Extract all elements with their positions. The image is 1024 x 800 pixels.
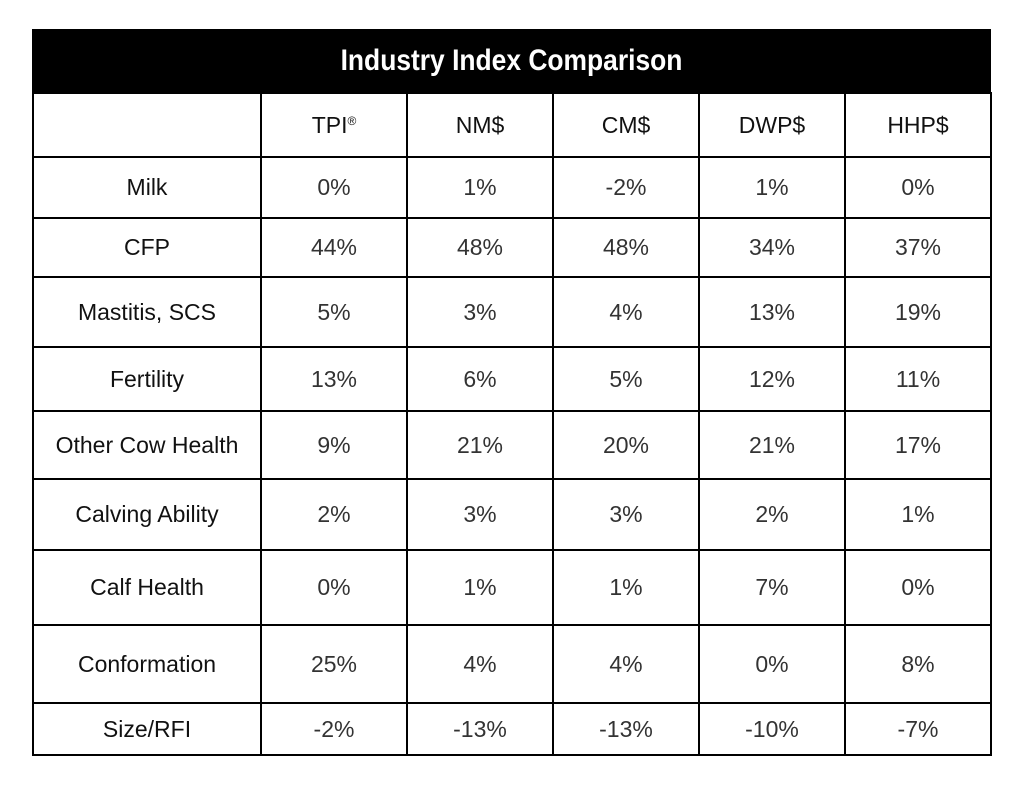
row-label: Calf Health: [32, 549, 262, 626]
table-row: Other Cow Health 9% 21% 20% 21% 17%: [32, 410, 992, 480]
value-cell: 4%: [552, 276, 700, 348]
value-cell: 3%: [406, 276, 554, 348]
comparison-table: TPI® NM$ CM$ DWP$ HHP$ Milk 0% 1% -2% 1% 0% CF…: [32, 92, 992, 756]
value-cell: 3%: [552, 478, 700, 551]
column-header-label: TPI: [311, 111, 348, 138]
value-cell: -13%: [552, 702, 700, 756]
value-cell: 21%: [698, 410, 846, 480]
value-cell: 12%: [698, 346, 846, 412]
value-cell: 5%: [552, 346, 700, 412]
value-cell: 48%: [406, 217, 554, 278]
table-row: Milk 0% 1% -2% 1% 0%: [32, 156, 992, 219]
column-header-label: NM$: [455, 111, 505, 138]
value-cell: 11%: [844, 346, 992, 412]
value-cell: 9%: [260, 410, 408, 480]
value-cell: 7%: [698, 549, 846, 626]
column-header: TPI®: [260, 92, 408, 158]
registered-mark: ®: [347, 113, 357, 128]
value-cell: 48%: [552, 217, 700, 278]
column-header: DWP$: [698, 92, 846, 158]
value-cell: -2%: [260, 702, 408, 756]
row-label: Fertility: [32, 346, 262, 412]
value-cell: 1%: [698, 156, 846, 219]
value-cell: 5%: [260, 276, 408, 348]
column-header-label: DWP$: [738, 111, 806, 138]
table-row: CFP 44% 48% 48% 34% 37%: [32, 217, 992, 278]
value-cell: -7%: [844, 702, 992, 756]
value-cell: 8%: [844, 624, 992, 704]
value-cell: 4%: [552, 624, 700, 704]
value-cell: 4%: [406, 624, 554, 704]
value-cell: 17%: [844, 410, 992, 480]
value-cell: 20%: [552, 410, 700, 480]
value-cell: 13%: [260, 346, 408, 412]
row-label: Mastitis, SCS: [32, 276, 262, 348]
table-title: Industry Index Comparison: [89, 29, 934, 92]
value-cell: 6%: [406, 346, 554, 412]
value-cell: 0%: [844, 156, 992, 219]
value-cell: -13%: [406, 702, 554, 756]
column-header: CM$: [552, 92, 700, 158]
table-row: Fertility 13% 6% 5% 12% 11%: [32, 346, 992, 412]
value-cell: 44%: [260, 217, 408, 278]
value-cell: 21%: [406, 410, 554, 480]
value-cell: 34%: [698, 217, 846, 278]
value-cell: -10%: [698, 702, 846, 756]
value-cell: 1%: [406, 549, 554, 626]
value-cell: 3%: [406, 478, 554, 551]
table-body: Milk 0% 1% -2% 1% 0% CFP 44% 48% 48% 34% 37% Mastiti…: [32, 156, 992, 756]
row-label: Milk: [32, 156, 262, 219]
header-row: TPI® NM$ CM$ DWP$ HHP$: [32, 92, 992, 158]
table-row: Size/RFI -2% -13% -13% -10% -7%: [32, 702, 992, 756]
value-cell: 19%: [844, 276, 992, 348]
comparison-table-container: Industry Index Comparison TPI® NM$ CM$ D…: [32, 29, 992, 756]
table-row: Conformation 25% 4% 4% 0% 8%: [32, 624, 992, 704]
row-label: CFP: [32, 217, 262, 278]
value-cell: 1%: [406, 156, 554, 219]
value-cell: 0%: [698, 624, 846, 704]
value-cell: 0%: [844, 549, 992, 626]
table-row: Calving Ability 2% 3% 3% 2% 1%: [32, 478, 992, 551]
value-cell: 1%: [552, 549, 700, 626]
value-cell: 1%: [844, 478, 992, 551]
table-row: Mastitis, SCS 5% 3% 4% 13% 19%: [32, 276, 992, 348]
value-cell: 37%: [844, 217, 992, 278]
row-label: Size/RFI: [32, 702, 262, 756]
column-header: NM$: [406, 92, 554, 158]
column-header-label: HHP$: [887, 111, 949, 138]
column-header-label: CM$: [601, 111, 651, 138]
value-cell: -2%: [552, 156, 700, 219]
row-label: Calving Ability: [32, 478, 262, 551]
column-header: HHP$: [844, 92, 992, 158]
value-cell: 25%: [260, 624, 408, 704]
value-cell: 0%: [260, 156, 408, 219]
title-bar: Industry Index Comparison: [32, 29, 991, 92]
table-row: Calf Health 0% 1% 1% 7% 0%: [32, 549, 992, 626]
row-label: Conformation: [32, 624, 262, 704]
value-cell: 13%: [698, 276, 846, 348]
header-corner-cell: [32, 92, 262, 158]
value-cell: 0%: [260, 549, 408, 626]
row-label: Other Cow Health: [32, 410, 262, 480]
value-cell: 2%: [698, 478, 846, 551]
value-cell: 2%: [260, 478, 408, 551]
